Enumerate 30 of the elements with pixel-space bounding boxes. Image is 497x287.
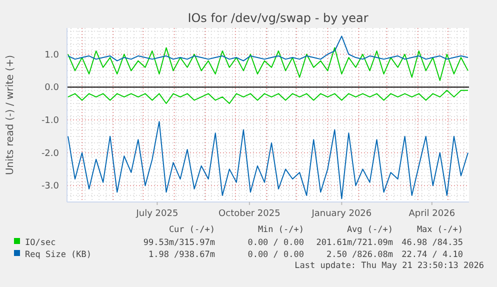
text: 201.61m/721.09m — [316, 238, 393, 248]
y-tick-label: 1.0 — [44, 50, 60, 60]
text: Max (-/+) — [416, 225, 463, 235]
y-tick-label: -3.0 — [41, 182, 60, 192]
chart-title: IOs for /dev/vg/swap - by year — [188, 11, 368, 25]
text: 0.00 / 0.00 — [248, 250, 304, 260]
line-series — [68, 121, 468, 200]
x-tick-label: October 2025 — [218, 209, 280, 219]
text: 1.98 /938.67m — [148, 250, 215, 260]
x-tick-label: July 2025 — [135, 209, 178, 219]
text: Avg (-/+) — [346, 225, 393, 235]
legend-label: IO/sec — [25, 238, 56, 248]
text: Cur (-/+) — [168, 225, 215, 235]
x-tick-label: April 2026 — [408, 209, 456, 219]
text: Min (-/+) — [258, 225, 304, 235]
x-tick-label: January 2026 — [310, 209, 372, 219]
line-series — [68, 36, 468, 62]
text: 0.00 / 0.00 — [248, 238, 304, 248]
line-series — [68, 90, 468, 104]
y-tick-label: -1.0 — [41, 116, 60, 126]
text: 46.98 /84.35 — [402, 238, 463, 248]
line-series — [68, 47, 468, 82]
y-tick-label: 0.0 — [44, 83, 60, 94]
legend-label: Req Size (KB) — [25, 250, 92, 260]
y-axis-title: Units read (-) / write (+) — [5, 54, 16, 176]
text: 99.53m/315.97m — [143, 238, 215, 248]
text: 2.50 /826.08m — [326, 250, 393, 260]
text: 22.74 / 4.10 — [402, 250, 463, 260]
y-tick-label: -2.0 — [41, 148, 60, 159]
text: Last update: Thu May 21 23:50:13 2026 — [294, 261, 484, 271]
